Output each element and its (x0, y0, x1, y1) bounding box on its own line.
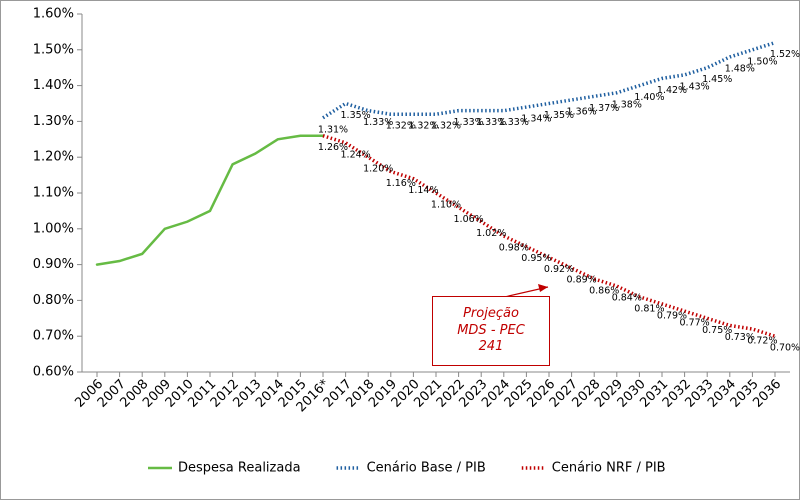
data-label: 1.34% (521, 114, 551, 125)
data-label: 0.72% (747, 336, 777, 347)
series-line (322, 40, 776, 120)
data-label: 1.16% (386, 178, 416, 189)
legend-label: Cenário NRF / PIB (552, 461, 666, 476)
y-tick-label: 1.60% (33, 7, 74, 22)
data-label: 0.92% (544, 264, 574, 275)
data-label: 1.35% (544, 110, 574, 121)
data-label: 1.38% (612, 99, 642, 110)
data-label: 1.40% (634, 92, 664, 103)
data-label: 1.26% (318, 142, 348, 153)
data-label: 1.50% (747, 56, 777, 67)
data-label: 1.32% (431, 121, 461, 132)
data-label: 1.24% (341, 149, 371, 160)
y-tick-label: 0.70% (33, 329, 74, 344)
data-label: 0.73% (725, 332, 755, 343)
data-label: 1.45% (702, 74, 732, 85)
data-label: 1.31% (318, 124, 348, 135)
data-label: 0.86% (589, 285, 619, 296)
data-label: 0.95% (521, 253, 551, 264)
data-label: 1.14% (408, 185, 438, 196)
y-tick-label: 1.50% (33, 42, 74, 57)
y-tick-label: 1.40% (33, 78, 74, 93)
data-label: 1.43% (680, 81, 710, 92)
legend-label: Cenário Base / PIB (367, 461, 486, 476)
data-label: 1.32% (386, 121, 416, 132)
data-label: 1.33% (454, 117, 484, 128)
data-label: 0.70% (770, 343, 800, 354)
series-line (322, 134, 776, 338)
data-label: 1.37% (589, 103, 619, 114)
data-label: 1.33% (499, 117, 529, 128)
data-label: 1.02% (476, 228, 506, 239)
data-label: 0.81% (634, 303, 664, 314)
y-tick-label: 1.00% (33, 221, 74, 236)
data-label: 1.42% (657, 85, 687, 96)
data-label: 0.77% (680, 318, 710, 329)
data-label: 0.79% (657, 310, 687, 321)
data-label: 0.89% (567, 275, 597, 286)
legend-label: Despesa Realizada (178, 461, 301, 476)
data-label: 1.33% (363, 117, 393, 128)
data-label: 1.35% (341, 110, 371, 121)
data-label: 0.75% (702, 325, 732, 336)
data-label: 1.32% (408, 121, 438, 132)
y-tick-label: 0.90% (33, 257, 74, 272)
data-label: 0.84% (612, 293, 642, 304)
data-label: 1.20% (363, 164, 393, 175)
data-label: 1.10% (431, 200, 461, 211)
data-label: 0.98% (499, 242, 529, 253)
y-tick-label: 1.10% (33, 186, 74, 201)
y-tick-label: 1.30% (33, 114, 74, 129)
annotation: Projeção MDS - PEC 241 (432, 296, 550, 366)
y-tick-label: 0.80% (33, 293, 74, 308)
data-label: 1.33% (476, 117, 506, 128)
data-label: 1.36% (567, 106, 597, 117)
data-label: 1.48% (725, 63, 755, 74)
y-tick-label: 1.20% (33, 150, 74, 165)
y-tick-label: 0.60% (33, 365, 74, 380)
annotation-arrowhead (538, 284, 548, 292)
data-label: 1.06% (454, 214, 484, 225)
series-line (95, 134, 325, 266)
data-label: 1.52% (770, 49, 800, 60)
